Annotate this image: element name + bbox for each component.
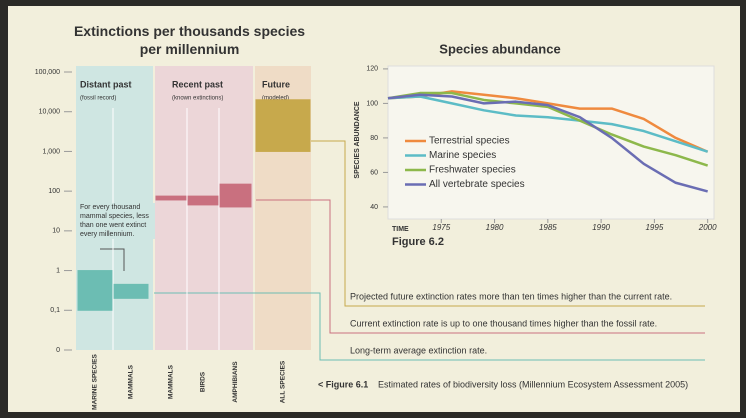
range-bar xyxy=(256,100,310,152)
range-bar xyxy=(220,184,251,207)
x-tick-label: BIRDS xyxy=(200,371,207,392)
y-tick-label: 40 xyxy=(370,204,378,211)
group-note: (known extinctions) xyxy=(172,96,223,102)
y-tick-label: 1 xyxy=(56,267,60,274)
callout-text: Current extinction rate is up to one tho… xyxy=(350,318,657,328)
y-tick-label: 10 xyxy=(52,228,60,235)
left-title: Extinctions per thousands species per mi… xyxy=(62,22,317,58)
y-axis-label: SPECIES ABUNDANCE xyxy=(354,101,361,178)
caption-label: < Figure 6.1 xyxy=(318,379,368,389)
x-tick-label: MARINE SPECIES xyxy=(92,354,99,410)
band-recent xyxy=(155,66,253,350)
y-tick-label: 100 xyxy=(48,188,60,195)
x-tick-label: MAMMALS xyxy=(128,364,135,399)
group-label: Recent past xyxy=(172,79,223,89)
page: Species abundance SPECIES ABUNDANCE TIME… xyxy=(0,0,746,418)
legend-label: Marine species xyxy=(429,150,496,161)
legend-label: All vertebrate species xyxy=(429,179,525,190)
figure-label: Figure 6.2 xyxy=(392,236,444,248)
group-label: Distant past xyxy=(80,79,132,89)
y-tick-label: 120 xyxy=(366,66,378,73)
callout-text: Projected future extinction rates more t… xyxy=(350,291,672,301)
range-bar xyxy=(78,271,112,311)
range-bar xyxy=(156,196,186,200)
x-tick-label: MAMMALS xyxy=(168,364,175,399)
x-tick-label: 1975 xyxy=(432,223,450,232)
caption-text: Estimated rates of biodiversity loss (Mi… xyxy=(378,379,688,389)
y-tick-label: 0 xyxy=(56,347,60,354)
line-title: Species abundance xyxy=(439,41,560,56)
x-tick-label: 1980 xyxy=(486,223,504,232)
x-axis-label: TIME xyxy=(392,226,409,233)
y-tick-label: 10,000 xyxy=(39,109,61,116)
y-tick-label: 60 xyxy=(370,169,378,176)
legend-label: Freshwater species xyxy=(429,165,516,176)
group-label: Future xyxy=(262,79,290,89)
y-tick-label: 100,000 xyxy=(35,69,60,76)
range-bar xyxy=(188,196,218,205)
y-tick-label: 80 xyxy=(370,135,378,142)
legend-label: Terrestrial species xyxy=(429,136,510,147)
y-tick-label: 0,1 xyxy=(50,307,60,314)
x-tick-label: ALL SPECIES xyxy=(280,360,287,403)
x-tick-label: 1985 xyxy=(539,223,557,232)
x-tick-label: AMPHIBIANS xyxy=(232,361,239,403)
x-tick-label: 1990 xyxy=(592,223,610,232)
y-tick-label: 1,000 xyxy=(42,148,60,155)
x-tick-label: 1995 xyxy=(645,223,663,232)
x-tick-label: 2000 xyxy=(698,223,717,232)
callout-text: Long-term average extinction rate. xyxy=(350,345,487,355)
range-bar xyxy=(114,284,148,298)
annotation: For every thousand mammal species, less … xyxy=(80,203,155,239)
y-tick-label: 100 xyxy=(366,100,378,107)
group-note: (fossil record) xyxy=(80,96,116,102)
